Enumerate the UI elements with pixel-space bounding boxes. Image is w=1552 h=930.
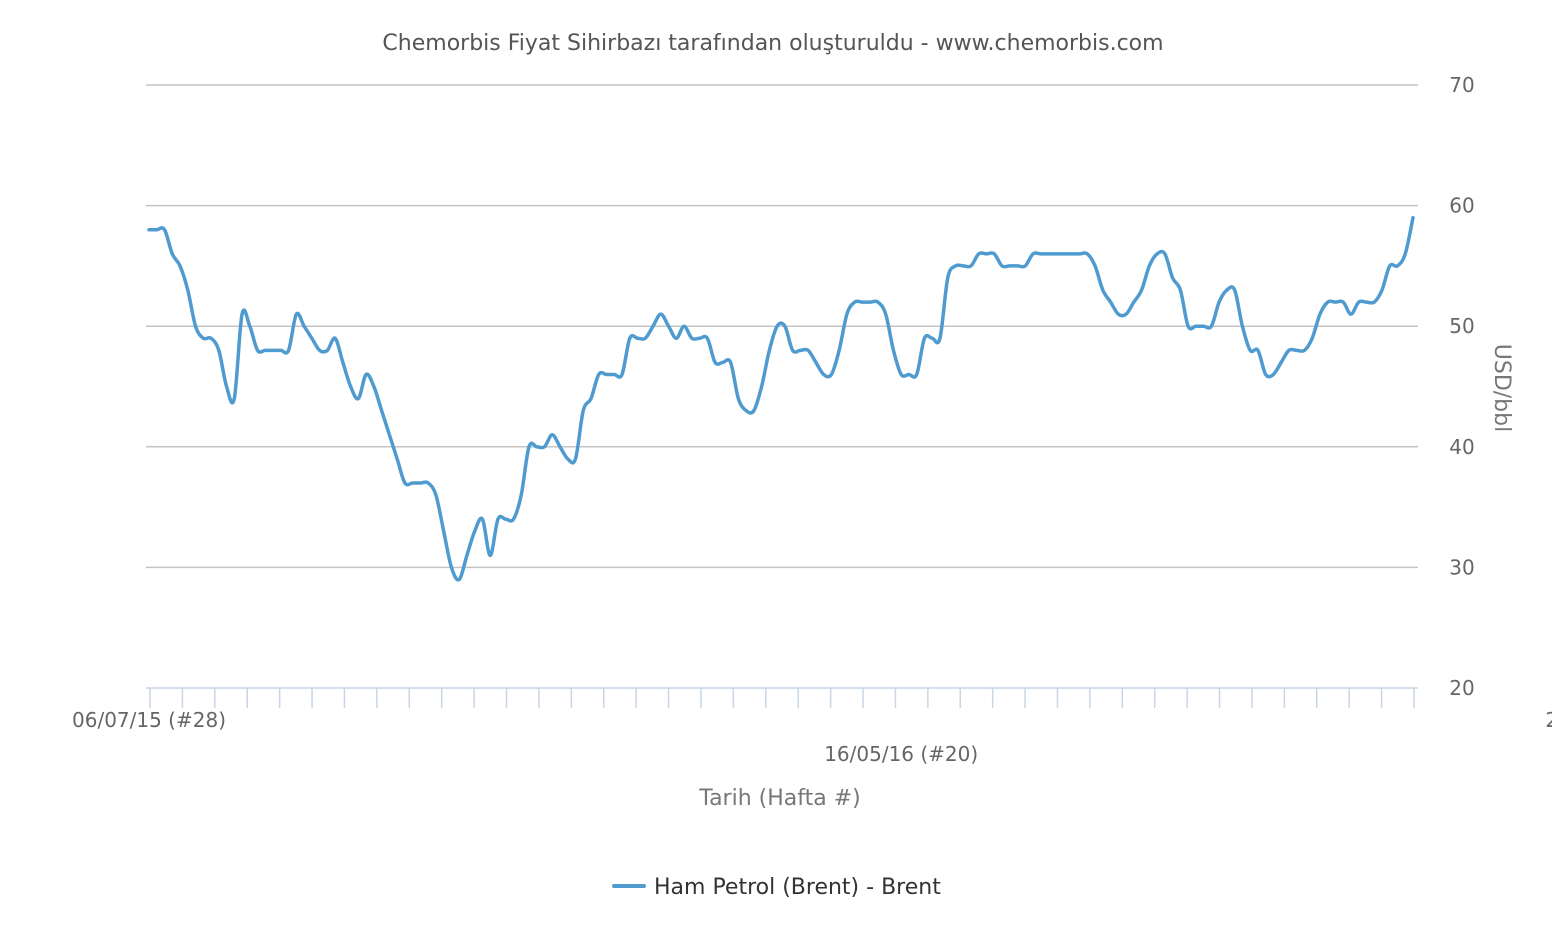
series-line-brent[interactable] [147, 215, 1415, 582]
x-axis-title: Tarih (Hafta #) [698, 786, 860, 811]
y-tick-label: 60 [1449, 194, 1474, 218]
legend-label: Ham Petrol (Brent) - Brent [654, 875, 941, 900]
y-tick-label: 50 [1449, 314, 1474, 338]
y-tick-label: 70 [1449, 73, 1474, 97]
y-tick-label: 30 [1449, 555, 1474, 579]
x-tick-label: 06/07/15 (#28) [72, 708, 226, 732]
chart-title: Chemorbis Fiyat Sihirbazı tarafından olu… [382, 31, 1163, 56]
x-tick-labels: 06/07/15 (#28) 16/05/16 (#20) 27/03/17 (#1… [72, 708, 1552, 766]
x-tick-label: 27/03/17 (#13) [1545, 708, 1552, 732]
legend[interactable]: Ham Petrol (Brent) - Brent [612, 875, 941, 900]
y-tick-label: 40 [1449, 435, 1474, 459]
gridlines [146, 84, 1418, 569]
x-axis [146, 687, 1418, 708]
y-axis-title: USD/bbl [1489, 344, 1514, 432]
series-group [147, 215, 1415, 582]
y-tick-labels: 20 30 40 50 60 70 [1449, 73, 1474, 700]
x-tick-label: 16/05/16 (#20) [824, 742, 978, 766]
y-tick-label: 20 [1449, 676, 1474, 700]
